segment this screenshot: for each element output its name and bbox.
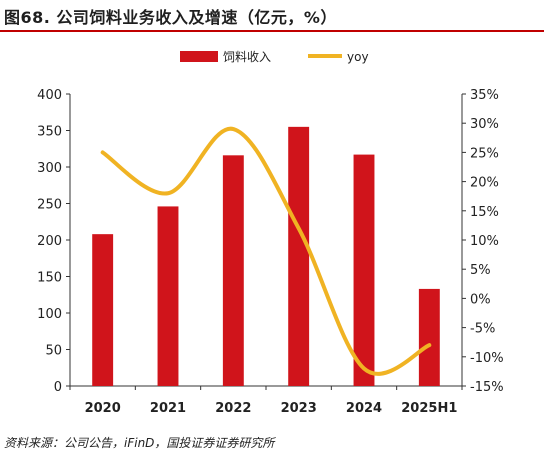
left-tick-label: 250: [37, 198, 62, 213]
bar-2020: [92, 234, 114, 386]
x-tick-label: 2020: [85, 401, 121, 416]
left-tick-label: 50: [45, 344, 62, 359]
left-tick-label: 300: [37, 161, 62, 176]
yoy-line: [100, 127, 432, 376]
legend-bar-label: 饲料收入: [223, 50, 271, 64]
bar-2021: [157, 206, 179, 386]
bars: [92, 126, 440, 386]
left-tick-label: 200: [37, 234, 62, 249]
right-tick-label: 5%: [470, 263, 491, 278]
x-tick-label: 2021: [150, 401, 186, 416]
axes: [66, 93, 466, 390]
bar-2023: [288, 126, 310, 386]
x-tick-label: 2023: [281, 401, 317, 416]
right-tick-label: 25%: [470, 146, 499, 161]
right-tick-label: -5%: [470, 322, 495, 337]
x-tick-label: 2024: [346, 401, 382, 416]
legend-bar-swatch: [180, 51, 218, 62]
left-tick-label: 100: [37, 307, 62, 322]
x-tick-label: 2025H1: [401, 401, 457, 416]
figure-title: 图68. 公司饲料业务收入及增速（亿元，%）: [4, 8, 337, 27]
left-tick-label: 400: [37, 88, 62, 103]
legend: 饲料收入 yoy: [180, 50, 369, 64]
legend-line-label: yoy: [347, 50, 369, 64]
right-tick-label: 20%: [470, 176, 499, 191]
right-tick-label: 10%: [470, 234, 499, 249]
bar-2025H1: [418, 288, 440, 386]
tick-labels: 0 50 100 150 200 250 300 350 400 -15% -10% -5% 0% 5% 1…: [37, 88, 503, 416]
yoy-line-layer: [100, 127, 432, 376]
right-tick-label: 15%: [470, 205, 499, 220]
source-note: 资料来源：公司公告，iFinD，国投证券证券研究所: [4, 436, 275, 450]
right-tick-label: 0%: [470, 292, 491, 307]
title-rule: [0, 30, 544, 32]
right-tick-label: 30%: [470, 117, 499, 132]
right-tick-label: 35%: [470, 88, 499, 103]
right-tick-label: -15%: [470, 380, 504, 395]
left-tick-label: 0: [54, 380, 62, 395]
left-tick-label: 350: [37, 125, 62, 140]
left-tick-label: 150: [37, 271, 62, 286]
right-tick-label: -10%: [470, 351, 504, 366]
bar-2022: [222, 155, 244, 386]
bar-2024: [353, 154, 375, 386]
x-tick-label: 2022: [215, 401, 251, 416]
